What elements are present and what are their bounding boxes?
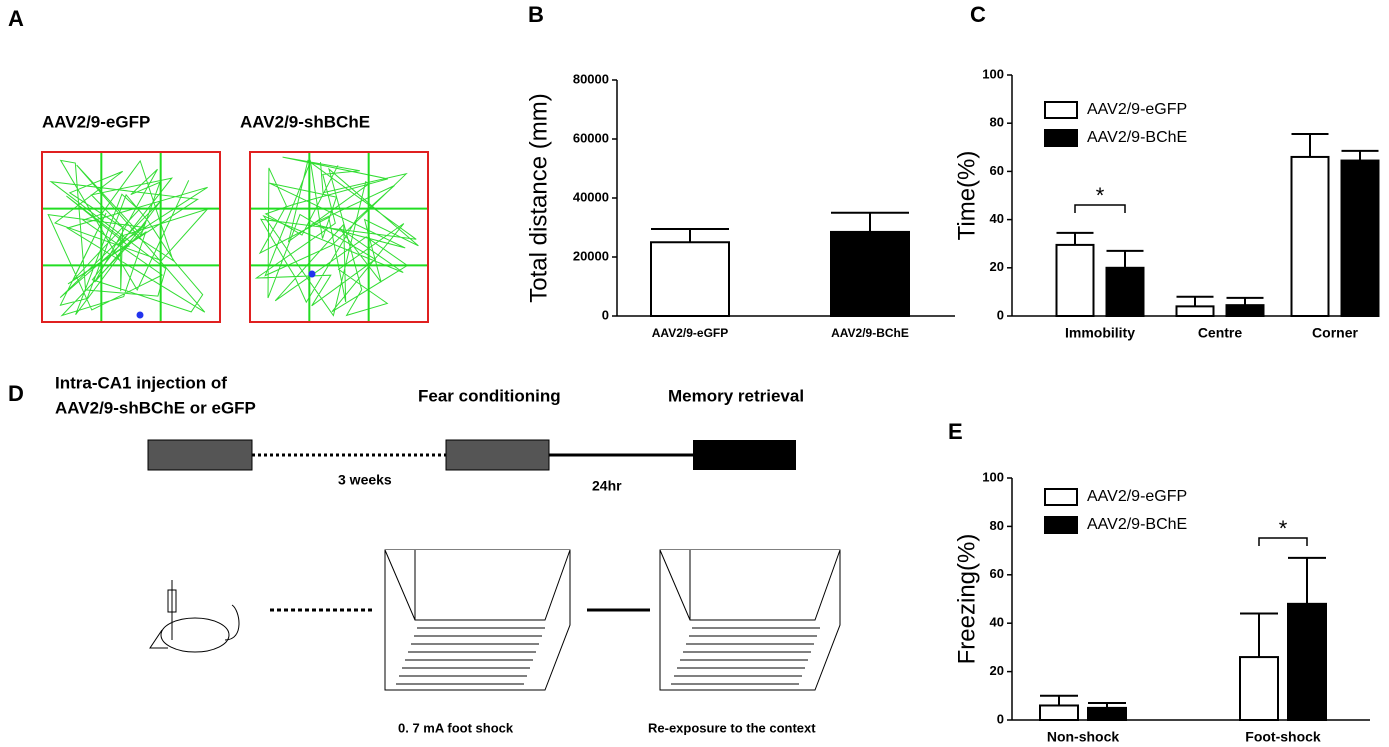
y-tick-label: 0 <box>997 307 1004 322</box>
x-tick-label: Centre <box>1198 325 1243 341</box>
bar <box>1175 305 1215 317</box>
y-tick-label: 60000 <box>573 130 609 145</box>
legend-label: AAV2/9-eGFP <box>1087 101 1187 118</box>
step-label: Memory retrieval <box>668 386 804 405</box>
end-point <box>308 270 316 278</box>
group-label: AAV2/9-eGFP <box>42 112 150 131</box>
panel-label: C <box>970 2 986 27</box>
caption: 0. 7 mA foot shock <box>398 720 514 735</box>
panel-label: B <box>528 2 544 27</box>
legend-label: AAV2/9-BChE <box>1087 129 1187 146</box>
legend-label: AAV2/9-eGFP <box>1087 488 1187 505</box>
bar <box>1225 304 1265 317</box>
step-label: Fear conditioning <box>418 386 561 405</box>
track <box>254 156 419 317</box>
step-label: Intra-CA1 injection of <box>55 373 227 392</box>
bar <box>1239 656 1279 722</box>
panel-d: Intra-CA1 injection of AAV2/9-shBChE or … <box>55 373 841 735</box>
bar <box>1087 706 1127 722</box>
timeline-block <box>147 439 253 471</box>
x-tick-label: Immobility <box>1065 325 1135 341</box>
panel-label: D <box>8 381 24 406</box>
x-tick-label: Foot-shock <box>1245 729 1321 745</box>
y-tick-label: 100 <box>982 66 1004 81</box>
mouse <box>149 580 240 653</box>
y-tick-label: 20 <box>990 259 1004 274</box>
y-tick-label: 80000 <box>573 71 609 86</box>
x-tick-label: Corner <box>1312 325 1358 341</box>
legend-swatch <box>1044 488 1078 506</box>
bar <box>1287 602 1327 722</box>
y-tick-label: 40 <box>990 615 1004 630</box>
x-tick-label: AAV2/9-BChE <box>831 326 909 340</box>
y-tick-label: 80 <box>990 518 1004 533</box>
chamber <box>384 549 571 691</box>
panel-label: E <box>948 419 963 444</box>
panel-a: AAV2/9-eGFP AAV2/9-shBChE <box>41 112 429 323</box>
end-point <box>136 311 144 319</box>
legend-label: AAV2/9-BChE <box>1087 516 1187 533</box>
x-tick-label: Non-shock <box>1047 729 1120 745</box>
y-tick-label: 20 <box>990 663 1004 678</box>
track <box>47 159 210 317</box>
y-tick-label: 20000 <box>573 248 609 263</box>
y-tick-label: 60 <box>990 163 1004 178</box>
y-axis-label: Time(%) <box>953 151 980 241</box>
y-tick-label: 40000 <box>573 189 609 204</box>
arena <box>41 151 221 323</box>
panel-labels: A B C D E <box>8 2 986 444</box>
significance-bracket <box>1074 204 1126 213</box>
timeline-block <box>445 439 550 471</box>
floor-grids <box>396 627 820 685</box>
interval-label: 24hr <box>592 478 622 494</box>
bar <box>1105 266 1145 317</box>
timeline-block <box>693 440 796 470</box>
y-axis-label: Freezing(%) <box>953 534 980 665</box>
significance-label: * <box>1096 183 1105 208</box>
caption: Re-exposure to the context <box>648 720 816 735</box>
legend-swatch <box>1044 129 1078 147</box>
bar <box>650 241 730 317</box>
group-label: AAV2/9-shBChE <box>240 112 370 131</box>
bar <box>1055 243 1095 317</box>
arena <box>249 151 429 323</box>
legend-swatch <box>1044 516 1078 534</box>
bar <box>1340 159 1380 317</box>
step-label: AAV2/9-shBChE or eGFP <box>55 398 256 417</box>
bar <box>1290 155 1330 317</box>
legend-swatch <box>1044 101 1078 119</box>
chamber <box>659 549 841 691</box>
y-tick-label: 40 <box>990 211 1004 226</box>
x-tick-label: AAV2/9-eGFP <box>652 326 728 340</box>
panel-label: A <box>8 6 24 31</box>
y-tick-label: 0 <box>997 711 1004 726</box>
bar <box>830 230 910 317</box>
interval-label: 3 weeks <box>338 472 392 488</box>
y-tick-label: 60 <box>990 566 1004 581</box>
significance-label: * <box>1279 516 1288 541</box>
bar <box>1039 704 1079 721</box>
y-tick-label: 100 <box>982 469 1004 484</box>
y-axis-label: Total distance (mm) <box>525 93 552 302</box>
significance-bracket <box>1258 537 1308 546</box>
y-tick-label: 0 <box>602 307 609 322</box>
y-tick-label: 80 <box>990 115 1004 130</box>
